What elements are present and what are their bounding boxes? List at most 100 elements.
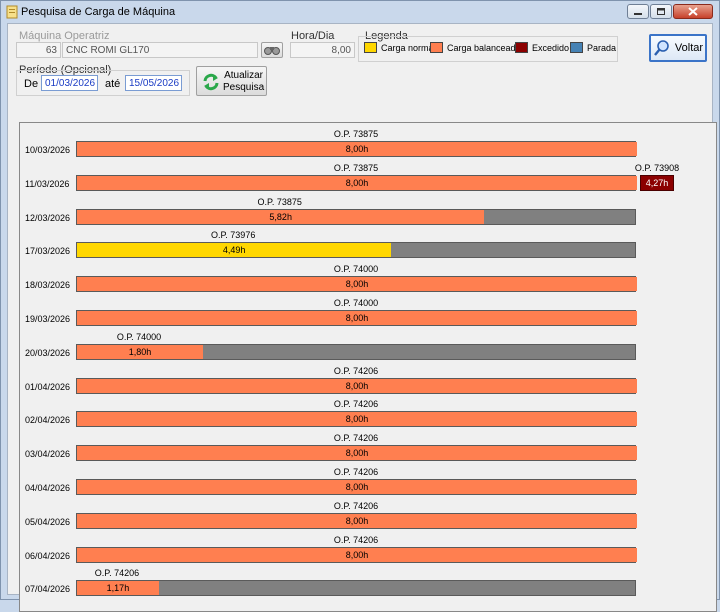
load-bar-value: 8,00h — [345, 380, 369, 391]
legend-swatch-exceeded — [515, 42, 528, 53]
row-date: 18/03/2026 — [25, 280, 71, 291]
load-bar[interactable]: 4,49h — [76, 242, 636, 259]
row-date: 17/03/2026 — [25, 246, 71, 257]
machine-code-field[interactable]: 63 — [16, 42, 61, 58]
title-bar: Pesquisa de Carga de Máquina — [1, 1, 719, 23]
op-label: O.P. 74206 — [333, 399, 379, 410]
window-controls — [627, 4, 713, 19]
legend-swatch-balanced — [430, 42, 443, 53]
load-chart-panel: 10/03/2026 O.P. 73875 8,00h 11/03/2026 O.P. … — [19, 122, 717, 612]
load-bar-fill — [77, 412, 637, 427]
load-bar[interactable]: 8,00h — [76, 174, 637, 191]
machine-search-button[interactable] — [261, 42, 283, 58]
load-bar[interactable]: 5,82h — [76, 208, 636, 225]
load-bar[interactable]: 8,00h — [76, 141, 637, 157]
exceeded-bar[interactable]: 4,27h — [640, 174, 674, 191]
load-bar-value: 5,82h — [269, 211, 292, 222]
row-date: 05/04/2026 — [25, 516, 71, 527]
load-bar-value: 8,00h — [345, 448, 369, 459]
exceeded-bar-value: 4,27h — [645, 177, 669, 188]
load-bar[interactable]: 8,00h — [76, 411, 637, 428]
row-date: 19/03/2026 — [25, 314, 71, 324]
date-from-field[interactable]: 01/03/2026 — [41, 75, 98, 91]
refresh-button-label: Atualizar Pesquisa — [223, 70, 265, 93]
op-label-exceeded: O.P. 73908 — [634, 162, 680, 173]
close-button[interactable] — [673, 4, 713, 19]
load-bar-value: 8,00h — [345, 515, 369, 526]
back-button-label: Voltar — [674, 42, 704, 54]
legend-swatch-normal — [364, 42, 377, 53]
op-label: O.P. 74206 — [333, 534, 379, 545]
legend-label-balanced: Carga balanceada — [447, 42, 521, 53]
hours-field[interactable]: 8,00 — [290, 42, 355, 58]
row-date: 02/04/2026 — [25, 415, 71, 426]
magnifier-icon — [653, 40, 669, 56]
op-label: O.P. 74000 — [116, 331, 162, 342]
legend-box — [358, 36, 618, 62]
load-bar-value: 4,49h — [222, 245, 246, 256]
op-label: O.P. 73976 — [210, 230, 256, 241]
row-date: 06/04/2026 — [25, 550, 71, 561]
load-bar-value: 8,00h — [345, 144, 369, 154]
load-bar[interactable]: 8,00h — [76, 479, 637, 495]
back-button[interactable]: Voltar — [649, 34, 707, 62]
load-bar[interactable]: 1,80h — [76, 343, 636, 360]
machine-name-field[interactable]: CNC ROMI GL170 — [62, 42, 258, 58]
row-date: 04/04/2026 — [25, 483, 71, 493]
close-icon — [688, 7, 698, 16]
op-label: O.P. 73875 — [333, 162, 379, 173]
load-bar-fill — [77, 513, 637, 528]
minimize-button[interactable] — [627, 4, 649, 19]
load-bar-fill — [77, 311, 637, 325]
op-label: O.P. 74206 — [333, 433, 379, 444]
load-bar-fill — [77, 547, 637, 562]
window-title: Pesquisa de Carga de Máquina — [21, 6, 176, 18]
load-bar-fill — [77, 581, 159, 596]
load-bar-fill — [77, 142, 637, 156]
machine-label: Máquina Operatriz — [19, 30, 110, 42]
load-bar-value: 8,00h — [345, 279, 369, 290]
load-bar-value: 8,00h — [345, 414, 369, 425]
client-area: Máquina Operatriz 63 CNC ROMI GL170 Hora… — [7, 23, 717, 612]
date-to-field[interactable]: 15/05/2026 — [125, 75, 182, 91]
load-bar-value: 8,00h — [345, 177, 369, 188]
legend-label-normal: Carga normal — [381, 42, 436, 53]
load-bar[interactable]: 8,00h — [76, 546, 637, 563]
maximize-icon — [657, 7, 665, 15]
legend-item-normal: Carga normal — [364, 42, 436, 53]
load-bar[interactable]: 8,00h — [76, 276, 637, 293]
legend-item-idle: Parada — [570, 42, 616, 53]
legend-item-exceeded: Excedido — [515, 42, 569, 53]
row-date: 12/03/2026 — [25, 212, 71, 223]
op-label: O.P. 74206 — [333, 467, 379, 477]
load-bar-fill — [77, 446, 637, 461]
op-label: O.P. 74206 — [94, 568, 140, 579]
load-bar-value: 1,80h — [128, 346, 152, 357]
minimize-icon — [634, 12, 642, 15]
load-bar[interactable]: 8,00h — [76, 445, 637, 462]
load-bar[interactable]: 8,00h — [76, 310, 637, 326]
load-bar-value: 8,00h — [345, 482, 369, 492]
load-bar-fill — [77, 378, 637, 393]
legend-swatch-idle — [570, 42, 583, 53]
app-icon — [6, 5, 18, 19]
period-box — [16, 70, 190, 96]
legend-item-balanced: Carga balanceada — [430, 42, 521, 53]
op-label: O.P. 73875 — [333, 129, 379, 139]
binoculars-icon — [264, 47, 280, 55]
load-bar-value: 1,17h — [106, 583, 130, 594]
load-bar-fill — [77, 344, 203, 359]
load-bar[interactable]: 8,00h — [76, 512, 637, 529]
load-bar-value: 8,00h — [345, 313, 369, 323]
legend-label-idle: Parada — [587, 42, 617, 53]
load-bar-fill — [77, 480, 637, 494]
row-date: 20/03/2026 — [25, 347, 71, 358]
row-date: 07/04/2026 — [25, 584, 71, 595]
load-bar-fill — [77, 209, 485, 224]
maximize-button[interactable] — [650, 4, 672, 19]
load-bar[interactable]: 8,00h — [76, 377, 637, 394]
load-bar[interactable]: 1,17h — [76, 580, 636, 597]
refresh-button[interactable]: Atualizar Pesquisa — [196, 66, 267, 96]
op-label: O.P. 74206 — [333, 500, 379, 511]
